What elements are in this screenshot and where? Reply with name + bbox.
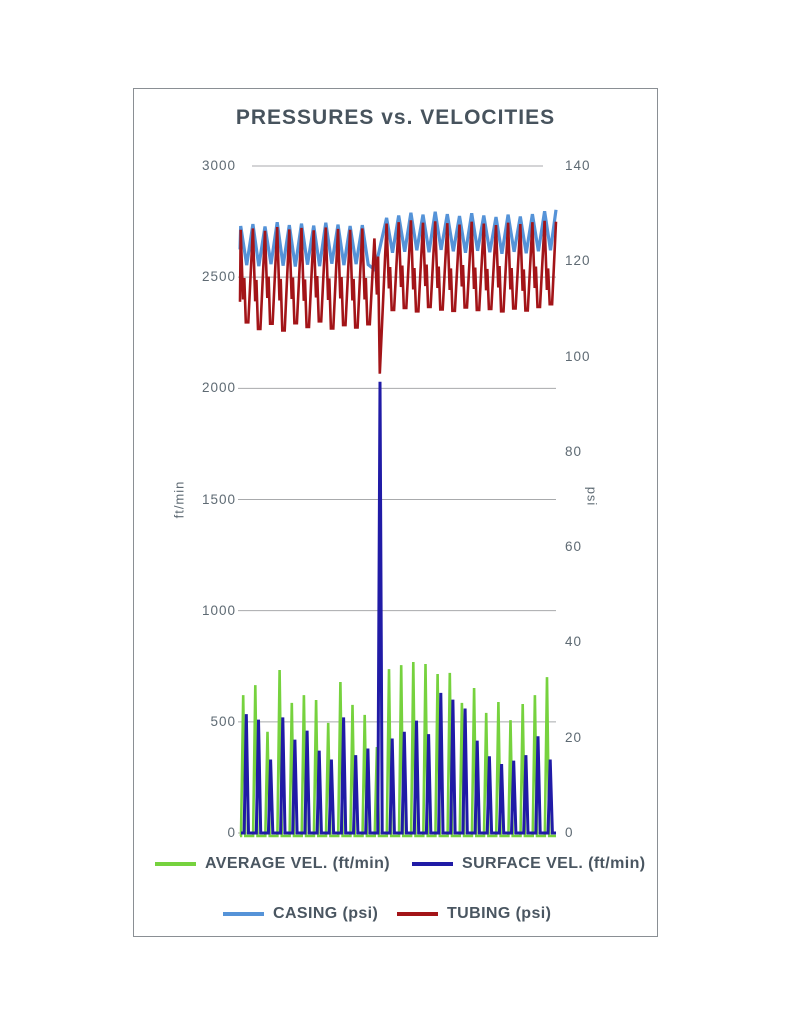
tubing-series-line <box>238 220 558 374</box>
surface-vel-series-line <box>241 381 556 835</box>
right-tick-label: 20 <box>565 729 583 745</box>
left-tick-label: 1500 <box>201 491 236 507</box>
left-axis-title: ft/min <box>171 480 187 519</box>
left-tick-label: 3000 <box>201 158 236 173</box>
right-axis-title: psi <box>584 486 600 507</box>
average-vel-series-line <box>239 661 556 838</box>
right-tick-label: 60 <box>565 539 583 555</box>
legend-item-casing: CASING (psi) <box>223 905 378 923</box>
right-tick-label: 120 <box>565 253 591 269</box>
legend-label-average-vel: AVERAGE VEL. (ft/min) <box>205 855 390 872</box>
legend-label-surface-vel: SURFACE VEL. (ft/min) <box>462 855 646 872</box>
right-tick-label: 140 <box>565 158 591 173</box>
right-tick-label: 80 <box>565 443 583 459</box>
left-tick-label: 1000 <box>201 602 236 618</box>
legend-item-tubing: TUBING (psi) <box>397 905 551 923</box>
average-vel-line-icon <box>155 862 196 866</box>
casing-line-icon <box>223 912 264 916</box>
legend-label-casing: CASING (psi) <box>273 905 379 922</box>
left-tick-label: 2000 <box>201 380 236 396</box>
surface-vel-line-icon <box>412 862 453 866</box>
legend-label-tubing: TUBING (psi) <box>447 905 552 922</box>
tubing-line-icon <box>397 912 438 916</box>
right-tick-label: 40 <box>565 634 583 650</box>
right-tick-label: 0 <box>565 825 574 840</box>
casing-series-line <box>238 209 558 273</box>
legend-item-surface-vel: SURFACE VEL. (ft/min) <box>412 855 646 873</box>
left-tick-label: 2500 <box>201 269 236 285</box>
chart-title: PRESSURES vs. VELOCITIES <box>235 106 556 129</box>
left-tick-label: 500 <box>210 713 236 729</box>
left-tick-label: 0 <box>227 825 236 840</box>
legend-item-average-vel: AVERAGE VEL. (ft/min) <box>155 855 390 873</box>
right-tick-label: 100 <box>565 348 591 364</box>
